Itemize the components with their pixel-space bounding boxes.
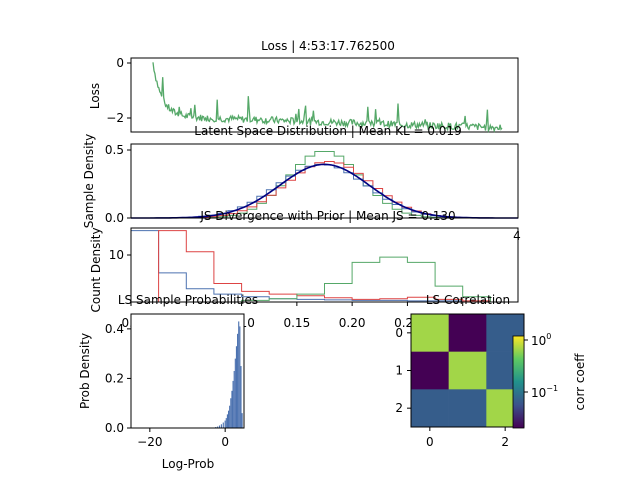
latent-ytick-1: 0.5 (105, 143, 131, 157)
colorbar-tick-label-0: 100 (531, 332, 551, 348)
prob-axes-frame (130, 313, 245, 429)
prob-bar-7 (225, 418, 227, 428)
prob-bar-8 (226, 414, 228, 428)
corr-ytick-label-1: 1 (395, 364, 403, 378)
prob-title: LS Sample Probabilities (118, 293, 258, 307)
prob-bar-11 (230, 398, 232, 428)
js-xtick-label-3: 0.15 (283, 316, 310, 330)
js-panel: JS Divergence with Prior | Mean JS = 0.1… (89, 209, 519, 330)
corr-cell-2-0 (411, 389, 449, 428)
loss-title: Loss | 4:53:17.762500 (261, 39, 395, 53)
corr-cell-1-1 (448, 351, 487, 390)
js-title: JS Divergence with Prior | Mean JS = 0.1… (199, 209, 455, 223)
latent-axes-frame (130, 143, 519, 219)
latent-ytick-label-0: 0.0 (105, 211, 124, 225)
latent-ylabel: Sample Density (82, 134, 96, 228)
latent-series-3 (131, 163, 518, 219)
colorbar-tick-base-0: 10 (531, 334, 546, 348)
colorbar-tick-label-1: 10−1 (531, 384, 558, 400)
prob-xticks: −20 0 (137, 428, 229, 449)
prob-bar-20 (240, 366, 242, 428)
prob-bar-12 (231, 390, 233, 428)
prob-bar-10 (229, 405, 231, 428)
prob-bar-14 (233, 371, 235, 428)
prob-panel: LS Sample Probabilities 0.0 0.2 0.4 −20 0 P… (78, 293, 258, 471)
colorbar-tick-0: 100 (524, 332, 551, 348)
prob-axes-bg (131, 314, 244, 428)
prob-bar-19 (239, 326, 241, 428)
prob-bar-17 (237, 333, 239, 428)
prob-bar-5 (222, 422, 224, 428)
loss-ytick-label-0: 0 (116, 56, 124, 70)
colorbar-tick-base-1: 10 (531, 386, 546, 400)
corr-heatmap (411, 314, 525, 428)
prob-bar-4 (220, 424, 222, 428)
prob-ytick-label-2: 0.4 (105, 322, 124, 336)
colorbar-label: corr coeff (573, 353, 587, 411)
latent-xtick-label-partial: 4 (513, 229, 521, 243)
corr-ticks: 0 2 0 1 2 (395, 326, 509, 449)
prob-xtick-label-0: −20 (137, 435, 162, 449)
prob-bar-16 (235, 346, 238, 428)
loss-panel: Loss | 4:53:17.762500 0 −2 Loss (88, 39, 519, 134)
js-ytick-label-0: 10 (109, 248, 124, 262)
colorbar-tick-exp-0: 0 (546, 332, 551, 341)
corr-colorbar (512, 335, 525, 429)
js-ylabel: Count Density (89, 227, 103, 312)
prob-bar-18 (238, 321, 240, 428)
prob-ylabel: Prob Density (78, 333, 92, 409)
latent-panel: Latent Space Distribution | Mean KL = 0.… (82, 124, 521, 243)
corr-cell-1-0 (411, 351, 449, 390)
corr-cell-0-1 (448, 314, 487, 352)
colorbar-tick-exp-1: −1 (546, 384, 558, 393)
loss-axes-frame (130, 57, 519, 133)
corr-ytick-label-2: 2 (395, 401, 403, 415)
prob-yticks: 0.0 0.2 0.4 (105, 322, 131, 435)
loss-ylabel: Loss (88, 83, 102, 109)
prob-plot-area (213, 321, 243, 428)
loss-series-line (152, 62, 503, 134)
latent-title: Latent Space Distribution | Mean KL = 0.… (194, 124, 461, 138)
corr-ytick-label-0: 0 (395, 326, 403, 340)
prob-xlabel: Log-Prob (162, 457, 214, 471)
prob-bar-9 (227, 410, 230, 428)
prob-bar-3 (218, 425, 221, 428)
latent-ytick-label-1: 0.5 (105, 143, 124, 157)
corr-title: LS Correlation (426, 293, 510, 307)
corr-xtick-label-1: 2 (501, 435, 509, 449)
js-plot-area (131, 230, 518, 303)
corr-cell-2-1 (448, 389, 487, 428)
prob-bar-13 (232, 380, 234, 428)
colorbar-tick-1: 10−1 (524, 384, 558, 400)
loss-ytick-label-1: −2 (106, 111, 124, 125)
loss-plot-area (152, 62, 503, 134)
latent-ytick-0: 0.0 (105, 211, 131, 225)
prob-bar-21 (241, 413, 243, 428)
loss-ytick-0: 0 (116, 56, 131, 70)
prob-xtick-label-1: 0 (221, 435, 229, 449)
prob-bar-15 (234, 358, 236, 428)
prob-ytick-label-0: 0.0 (105, 421, 124, 435)
loss-ytick-1: −2 (106, 111, 131, 125)
js-series-1 (131, 230, 518, 303)
corr-cell-0-0 (411, 314, 449, 352)
js-xtick-label-4: 0.20 (339, 316, 366, 330)
corr-xtick-label-0: 0 (426, 435, 434, 449)
js-series-0 (131, 230, 518, 303)
prob-bar-2 (217, 426, 219, 428)
prob-ytick-label-1: 0.2 (105, 371, 124, 385)
prob-bar-6 (224, 420, 226, 428)
js-axes-frame (130, 227, 519, 303)
js-ytick-0: 10 (109, 248, 131, 262)
